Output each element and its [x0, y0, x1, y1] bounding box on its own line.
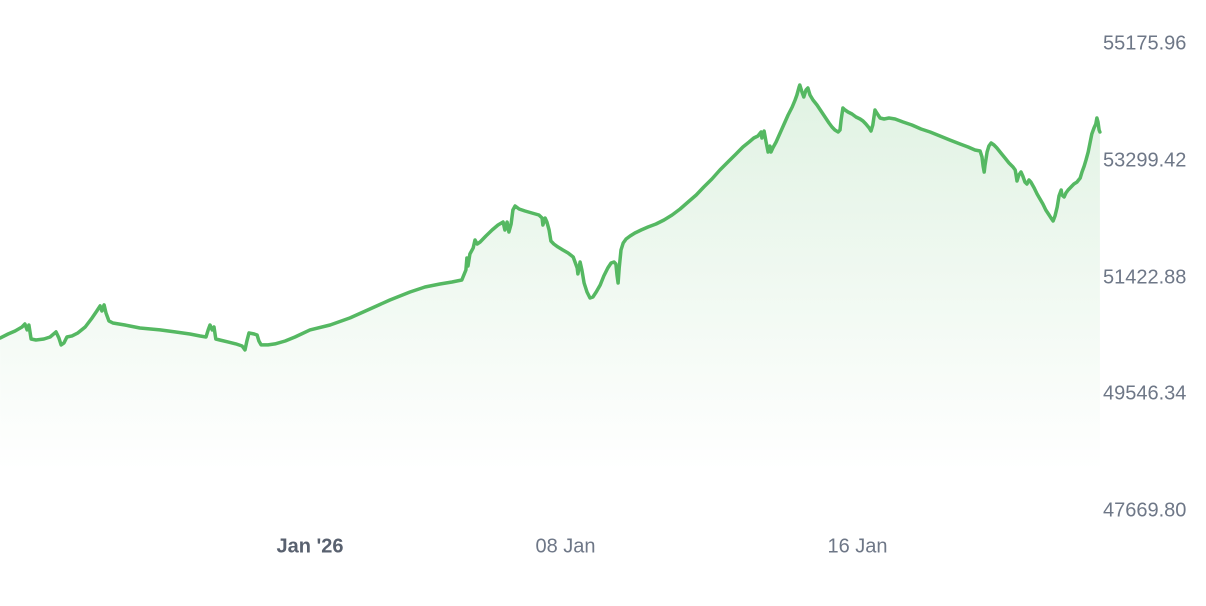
y-tick-label: 55175.96: [1103, 32, 1187, 55]
x-tick-label: 16 Jan: [827, 535, 888, 558]
y-tick-label: 51422.88: [1103, 266, 1187, 288]
price-area: [0, 85, 1101, 512]
x-tick-label: Jan '26: [276, 535, 344, 558]
price-line[interactable]: [0, 83, 1102, 352]
x-tick-label: 08 Jan: [535, 535, 596, 558]
y-tick-label: 53299.42: [1103, 149, 1187, 172]
y-tick-label: 49546.34: [1103, 382, 1187, 405]
y-tick-label: 47669.80: [1103, 499, 1187, 522]
